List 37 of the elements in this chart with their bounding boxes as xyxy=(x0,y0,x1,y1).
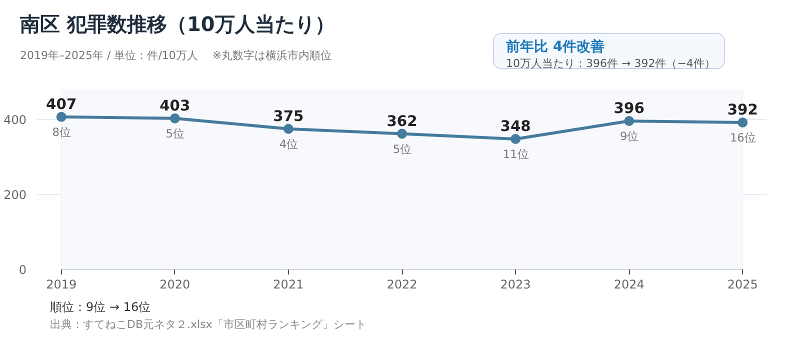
annotation: 8位 xyxy=(52,124,70,139)
y-tick-label: 0 xyxy=(18,263,27,277)
point xyxy=(56,112,66,122)
data-label: 375 xyxy=(273,108,304,125)
data-label: 407 xyxy=(46,96,77,113)
x-tick-label: 2019 xyxy=(46,278,77,292)
point xyxy=(510,134,521,144)
annotation: 9位 xyxy=(620,129,638,143)
x-tick-label: 2021 xyxy=(273,278,304,292)
y-tick-label: 400 xyxy=(4,113,26,127)
x-tick-label: 2020 xyxy=(160,278,190,292)
data-label: 392 xyxy=(727,102,758,118)
x-tick-label: 2024 xyxy=(614,278,644,292)
point xyxy=(397,128,407,139)
point xyxy=(283,124,294,134)
x-tick-label: 2025 xyxy=(727,278,758,292)
x-tick-label: 2023 xyxy=(500,278,531,292)
annotation: 11位 xyxy=(502,147,528,161)
data-label: 396 xyxy=(614,100,644,117)
point xyxy=(170,113,180,124)
chart-title: 南区 犯罪数推移（10万人当たり） xyxy=(20,11,335,38)
x-tick-label: 2022 xyxy=(386,278,418,292)
annotation: 5位 xyxy=(166,126,184,140)
point xyxy=(738,118,748,128)
data-label: 362 xyxy=(386,112,418,130)
text: 10万人当たり：396件 → 392件（−4件） xyxy=(506,56,716,72)
source-note: 出典：すてねこDB元ネタ２.xlsx「市区町村ランキング」シート xyxy=(50,317,366,333)
annotation: 4位 xyxy=(279,136,298,151)
annotation: 16位 xyxy=(730,130,756,144)
point xyxy=(624,116,634,126)
chart-subtitle: 2019年–2025年 / 単位：件/10万人 ※丸数字は横浜市内順位 xyxy=(20,48,332,64)
data-label: 403 xyxy=(160,97,190,114)
text: 順位：9位 → 16位 xyxy=(50,299,151,316)
text: 前年比 4件改善 xyxy=(506,38,605,57)
y-tick-label: 200 xyxy=(4,188,26,202)
annotation: 5位 xyxy=(392,142,412,156)
data-label: 348 xyxy=(500,118,531,135)
